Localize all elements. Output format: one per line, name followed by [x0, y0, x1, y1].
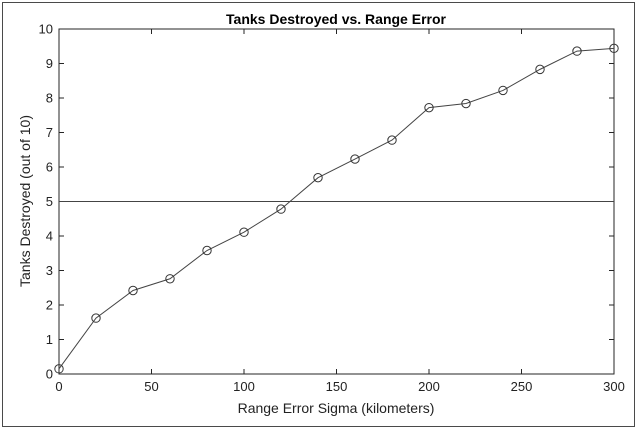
data-point: [609, 43, 619, 54]
y-tick-label: 10: [39, 22, 53, 37]
y-tick-label: 8: [46, 91, 53, 106]
y-tick-label: 1: [46, 332, 53, 347]
data-point: [461, 98, 471, 109]
series: [54, 43, 619, 374]
x-tick-label: 300: [603, 379, 625, 394]
y-axis-label: Tanks Destroyed (out of 10): [17, 115, 33, 287]
x-tick-label: 50: [144, 379, 158, 394]
data-point: [54, 364, 64, 374]
data-point: [350, 154, 360, 164]
chart-frame: [2, 2, 635, 427]
x-axis: 0 50 100 150 200 250 300: [55, 29, 625, 394]
x-axis-label: Range Error Sigma (kilometers): [238, 400, 435, 416]
y-tick-label: 7: [46, 125, 53, 140]
data-point: [535, 64, 545, 75]
data-point: [276, 204, 286, 214]
x-tick-label: 200: [418, 379, 440, 394]
y-tick-label: 4: [46, 229, 53, 244]
y-tick-label: 3: [46, 263, 53, 278]
y-tick-label: 0: [46, 367, 53, 382]
y-tick-label: 6: [46, 160, 53, 175]
y-tick-label: 2: [46, 298, 53, 313]
y-tick-label: 5: [46, 194, 53, 209]
data-point: [387, 135, 397, 145]
y-tick-label: 9: [46, 56, 53, 71]
series-line: [58, 47, 615, 370]
data-point: [498, 85, 508, 96]
data-point: [239, 227, 249, 237]
data-point: [313, 172, 323, 183]
data-point: [165, 274, 175, 284]
x-tick-label: 250: [511, 379, 533, 394]
data-point: [91, 313, 101, 323]
x-tick-label: 100: [233, 379, 255, 394]
data-point: [572, 46, 582, 56]
data-point: [128, 285, 138, 296]
data-point: [202, 245, 212, 256]
data-point: [424, 102, 434, 113]
x-tick-label: 150: [326, 379, 348, 394]
y-axis: 0 1 2 3 4 5 6 7 8 9 10: [39, 22, 614, 382]
chart-title: Tanks Destroyed vs. Range Error: [226, 11, 446, 27]
x-tick-label: 0: [55, 379, 62, 394]
